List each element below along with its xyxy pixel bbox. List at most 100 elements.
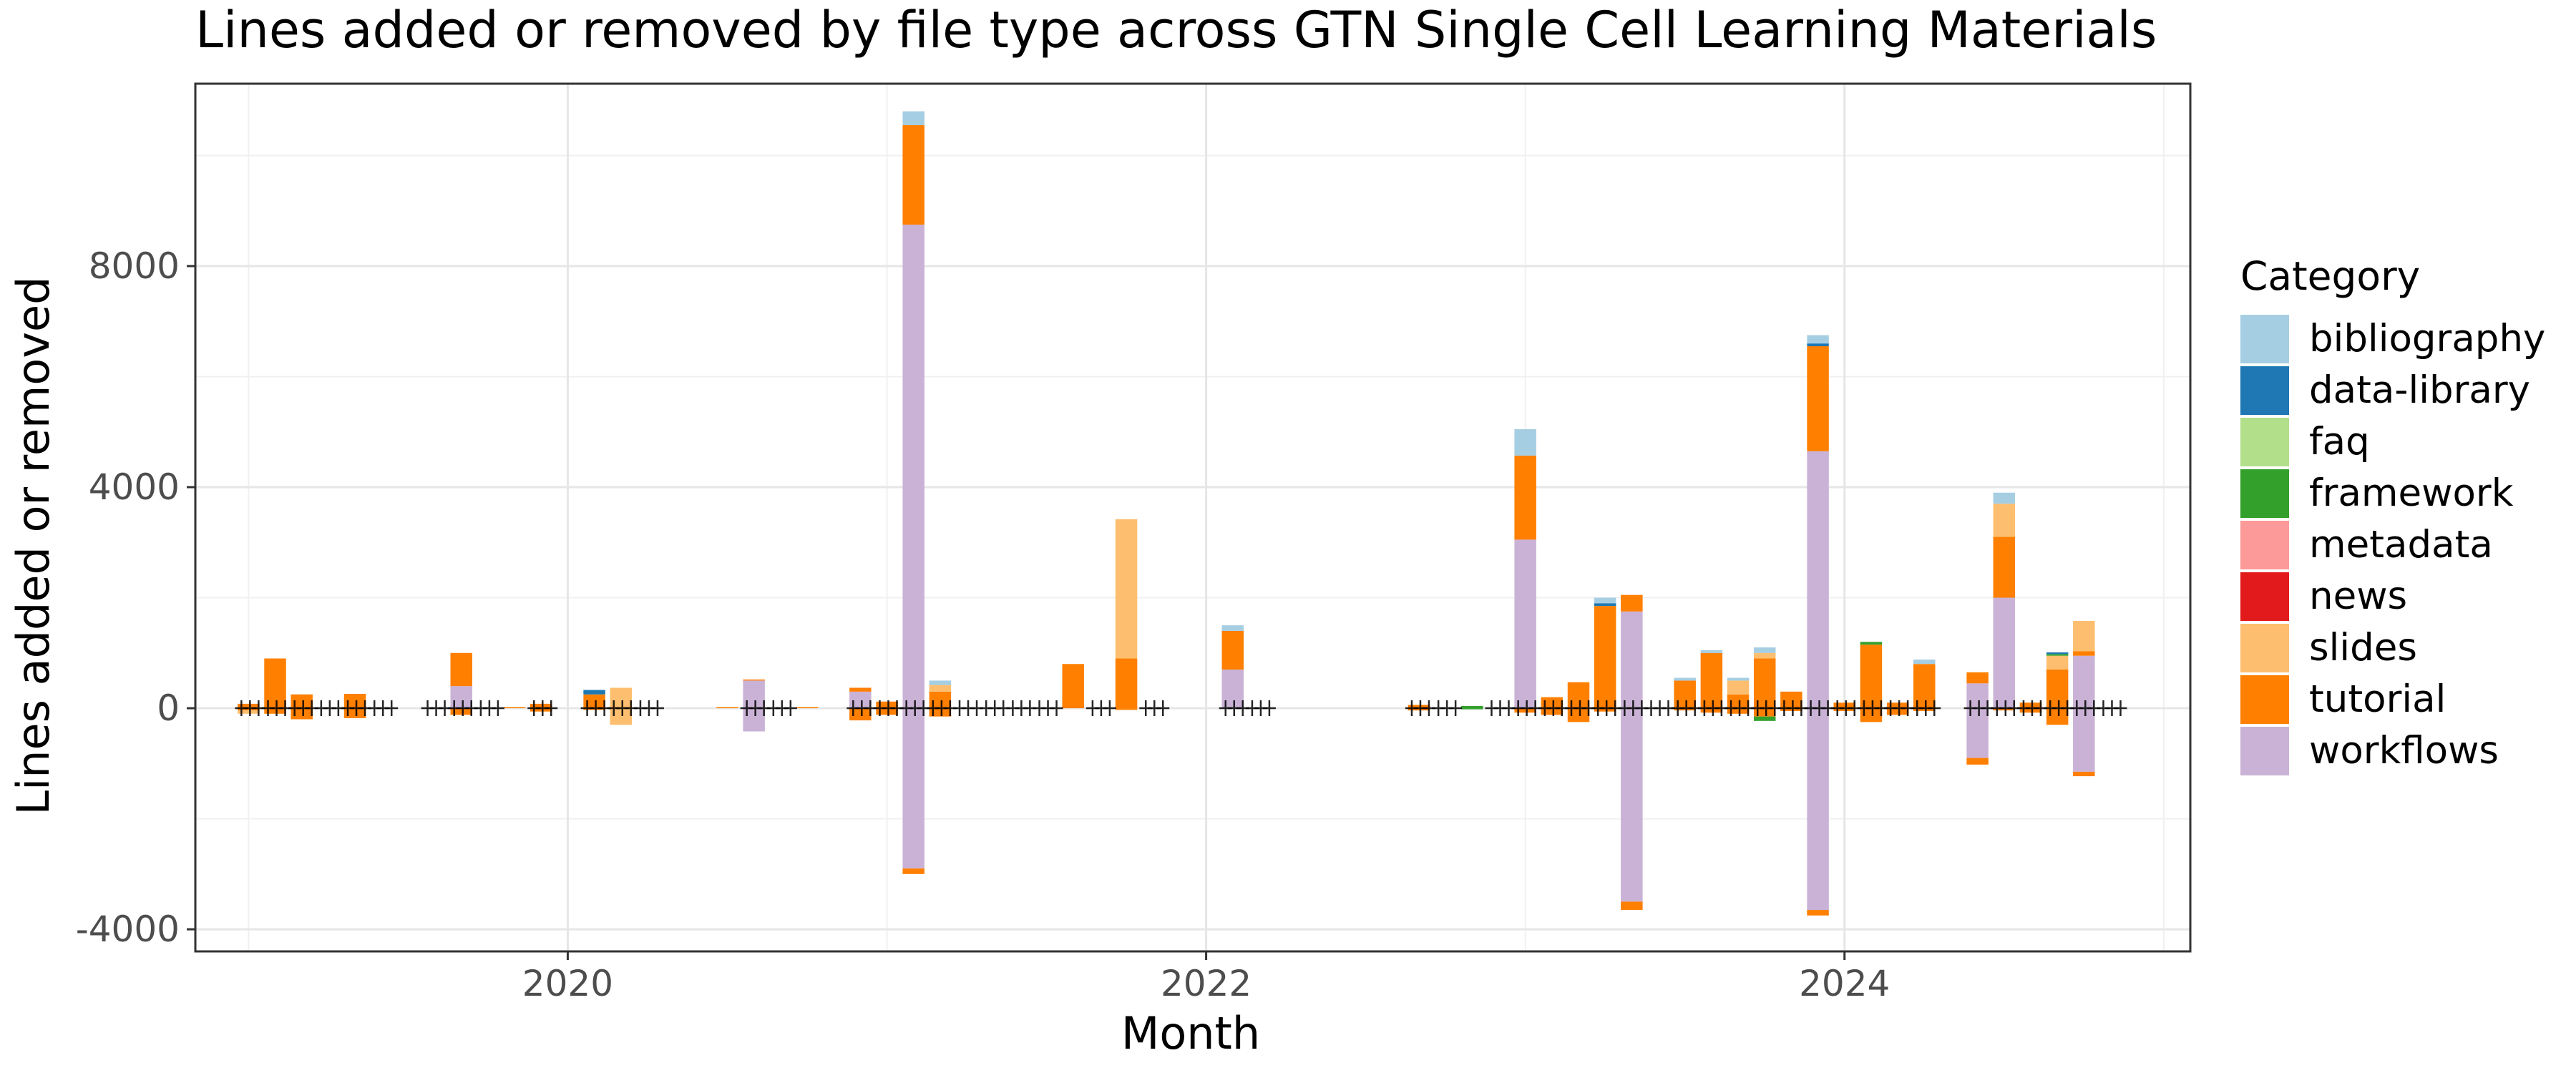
bar-segment-removed-tutorial — [2073, 771, 2095, 777]
bar-segment-removed-tutorial — [1727, 708, 1750, 714]
bar-segment-removed-tutorial — [1115, 708, 1138, 710]
legend-label-slides: slides — [2309, 626, 2417, 670]
bar-segment-added-bibliography — [902, 111, 924, 125]
x-axis-label: Month — [1121, 1007, 1260, 1059]
bar-segment-removed-tutorial — [530, 708, 552, 712]
bar-segment-added-tutorial — [929, 691, 952, 709]
bar-group — [716, 707, 738, 709]
bar-segment-removed-tutorial — [291, 708, 313, 720]
bar-segment-removed-framework — [1461, 708, 1483, 710]
bar-segment-removed-workflows — [1621, 708, 1643, 902]
bar-group — [1966, 672, 1989, 765]
y-tick-label: 4000 — [89, 466, 180, 508]
bar-segment-added-bibliography — [1913, 660, 1936, 665]
bar-segment-added-tutorial — [264, 658, 286, 709]
commit-marker — [1050, 700, 1063, 717]
commit-marker — [1262, 700, 1276, 717]
bar-group — [1807, 335, 1829, 916]
bar-segment-removed-tutorial — [902, 868, 924, 874]
bar-segment-added-tutorial — [796, 707, 819, 709]
bar-segment-added-tutorial — [1621, 594, 1643, 612]
bar-group — [1514, 428, 1536, 713]
x-tick-label: 2022 — [1161, 963, 1252, 1004]
bar-segment-removed-tutorial — [1807, 910, 1829, 916]
bar-segment-added-tutorial — [450, 652, 472, 687]
bar-segment-removed-tutorial — [1700, 708, 1723, 713]
bar-segment-added-slides — [1993, 504, 2016, 537]
bar-segment-added-tutorial — [716, 707, 738, 709]
bar-segment-removed-tutorial — [238, 708, 260, 711]
legend-label-news: news — [2309, 574, 2407, 618]
bar-group — [530, 703, 552, 712]
bar-segment-removed-tutorial — [1407, 708, 1430, 711]
bar-group — [2019, 702, 2042, 713]
bar-group — [1753, 647, 1776, 721]
bar-segment-removed-tutorial — [1886, 708, 1909, 715]
bar-group — [1621, 594, 1643, 911]
bar-segment-added-tutorial — [1780, 691, 1802, 709]
panel-background — [195, 84, 2190, 951]
commit-marker — [1156, 700, 1170, 717]
y-axis-label: Lines added or removed — [7, 276, 59, 815]
legend-swatch-faq — [2240, 418, 2289, 466]
legend-swatch-metadata — [2240, 521, 2289, 569]
bar-segment-removed-tutorial — [1833, 708, 1855, 711]
commit-marker — [491, 700, 504, 717]
x-tick-label: 2024 — [1799, 963, 1890, 1004]
bar-segment-added-workflows — [1514, 539, 1536, 709]
bar-segment-removed-tutorial — [1541, 708, 1563, 715]
bar-group — [1594, 597, 1616, 712]
bar-segment-added-bibliography — [1674, 677, 1696, 681]
bar-segment-added-workflows — [902, 225, 924, 709]
bar-segment-added-bibliography — [1753, 647, 1776, 653]
bar-segment-removed-tutorial — [264, 708, 286, 714]
commit-marker — [545, 700, 558, 717]
bar-segment-added-bibliography — [1993, 492, 2016, 504]
bar-segment-removed-tutorial — [1966, 758, 1989, 765]
bar-segment-added-tutorial — [503, 707, 526, 709]
bar-segment-removed-tutorial — [1780, 708, 1802, 711]
legend-label-metadata: metadata — [2309, 523, 2493, 567]
bar-segment-added-bibliography — [1221, 625, 1244, 631]
bar-segment-added-tutorial — [1062, 664, 1084, 709]
bar-segment-added-tutorial — [583, 694, 605, 709]
bar-segment-added-tutorial — [2019, 702, 2042, 709]
legend-swatch-bibliography — [2240, 315, 2289, 363]
bar-segment-added-tutorial — [876, 701, 898, 709]
y-tick-label: 0 — [157, 687, 180, 729]
legend-swatch-framework — [2240, 469, 2289, 518]
bar-group — [849, 687, 872, 721]
bar-segment-added-tutorial — [343, 693, 366, 709]
bar-segment-removed-tutorial — [929, 708, 952, 717]
bar-segment-removed-tutorial — [1753, 708, 1776, 717]
bar-segment-added-slides — [2046, 655, 2069, 670]
bar-segment-added-data-library — [2046, 652, 2069, 655]
bar-segment-added-bibliography — [1514, 428, 1536, 456]
bar-segment-added-tutorial — [1514, 455, 1536, 540]
bar-segment-added-bibliography — [1727, 677, 1750, 681]
bar-group — [238, 703, 260, 714]
y-tick-label: -4000 — [76, 908, 180, 950]
bar-segment-added-tutorial — [530, 703, 552, 709]
bar-segment-removed-tutorial — [1621, 901, 1643, 911]
bar-segment-added-workflows — [1993, 597, 2016, 709]
bar-segment-added-data-library — [583, 690, 605, 695]
bar-segment-added-framework — [2046, 654, 2069, 656]
legend-label-data-library: data-library — [2309, 368, 2530, 412]
bar-group — [2073, 620, 2095, 777]
bar-segment-removed-framework — [1753, 716, 1776, 721]
commit-markers — [235, 700, 2127, 717]
bar-segment-removed-workflows — [2073, 708, 2095, 772]
commit-marker — [1103, 700, 1116, 717]
bar-segment-removed-tutorial — [2019, 708, 2042, 713]
bar-segment-added-slides — [2073, 620, 2095, 652]
bar-segment-added-workflows — [849, 691, 872, 709]
bar-segment-added-workflows — [2073, 655, 2095, 709]
bar-group — [264, 658, 286, 714]
legend-title: Category — [2240, 253, 2420, 299]
bar-segment-removed-slides — [238, 710, 260, 714]
bar-group — [929, 680, 952, 717]
y-tick-label: 8000 — [89, 245, 180, 287]
